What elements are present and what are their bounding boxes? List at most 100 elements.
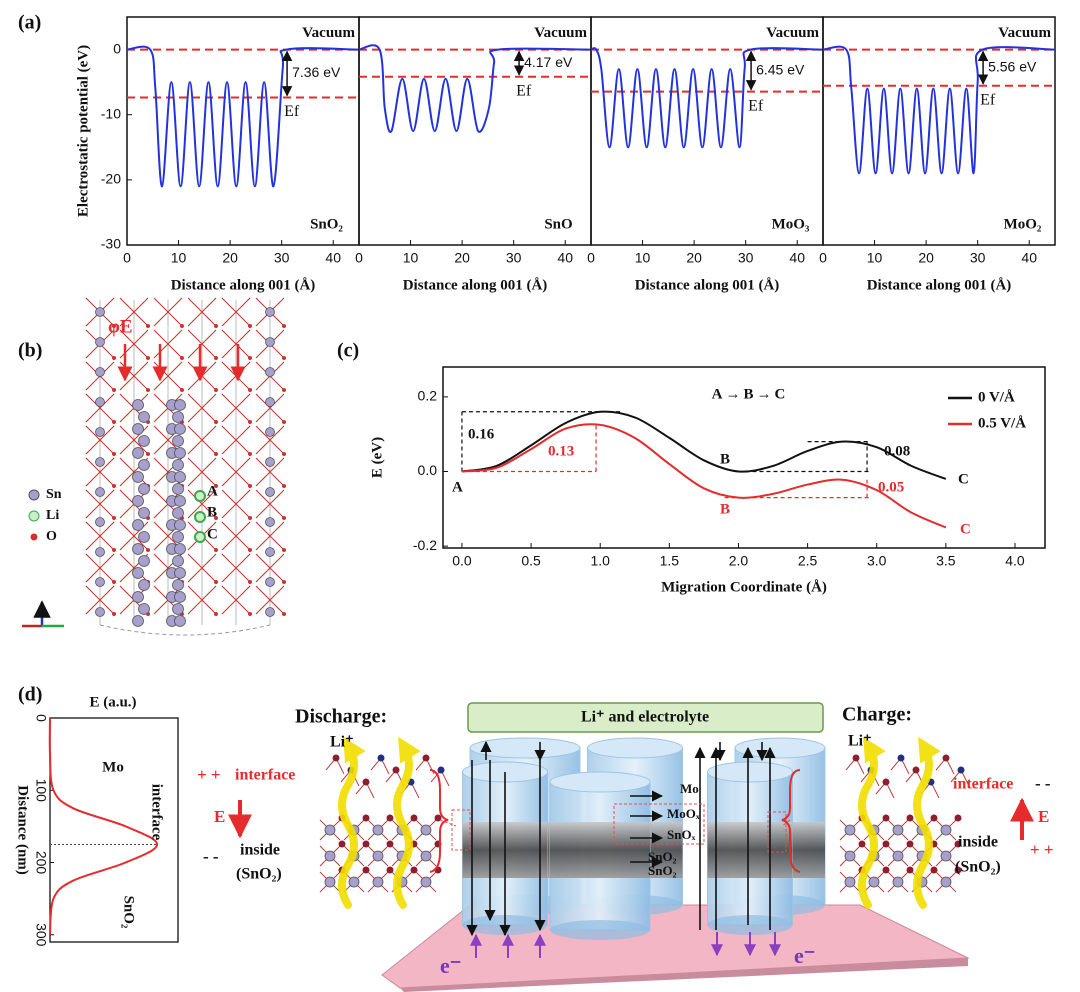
legend-label: Li xyxy=(46,508,59,523)
tin xyxy=(265,547,275,557)
x-axis-label: Distance along 001 (Å) xyxy=(171,277,316,293)
tin xyxy=(138,459,150,471)
x-tick-label: 30 xyxy=(738,250,754,266)
inside-label: inside xyxy=(240,842,280,859)
bond xyxy=(221,489,251,519)
tin xyxy=(95,607,105,617)
bond xyxy=(153,297,183,327)
tin xyxy=(174,399,186,411)
highlight-box xyxy=(451,809,471,851)
point-label: C xyxy=(958,471,969,487)
x-tick-label: 40 xyxy=(789,250,805,266)
oxygen xyxy=(282,452,286,456)
tin xyxy=(940,824,952,836)
barrier-label: 0.05 xyxy=(878,479,904,495)
oxygen xyxy=(112,516,116,520)
bond xyxy=(187,425,217,455)
legend-label: 0.5 V/Å xyxy=(978,415,1026,431)
tin xyxy=(172,483,184,495)
y-tick-label: 300 xyxy=(33,923,49,947)
tin xyxy=(174,543,186,555)
x-axis-label: Distance along 001 (Å) xyxy=(403,277,548,293)
charge-sign: - - xyxy=(203,847,219,866)
barrier-label: 0.08 xyxy=(884,443,910,459)
rod-top xyxy=(707,761,793,783)
highlight-box xyxy=(613,803,705,845)
bond xyxy=(187,297,217,327)
oxygen xyxy=(112,484,116,488)
oxygen xyxy=(112,356,116,360)
x-tick-label: 10 xyxy=(171,250,187,266)
tin xyxy=(844,824,856,836)
oxygen xyxy=(214,484,218,488)
field-arrows xyxy=(117,344,246,382)
bond xyxy=(221,521,251,551)
oxygen xyxy=(410,814,418,822)
bond xyxy=(255,521,285,551)
y-tick-label: 200 xyxy=(33,851,49,875)
tin xyxy=(372,850,384,862)
bond xyxy=(153,329,183,359)
tin xyxy=(265,457,275,467)
material-label: MoO₃ xyxy=(772,216,810,232)
oxygen xyxy=(386,840,394,848)
rod-band xyxy=(707,822,793,878)
tin xyxy=(265,307,275,317)
oxygen xyxy=(112,548,116,552)
field-label: E xyxy=(214,807,225,826)
plot-frame xyxy=(49,717,179,943)
tin xyxy=(174,495,186,507)
inside-material: (SnO₂) xyxy=(955,859,1001,876)
fermi-label: Ef xyxy=(748,97,764,114)
electrolyte-box xyxy=(467,702,824,733)
oxygen xyxy=(214,516,218,520)
x-tick-label: 2.5 xyxy=(798,553,818,569)
tin xyxy=(892,876,904,888)
oxygen xyxy=(146,324,150,328)
vacuum-label: Vacuum xyxy=(998,25,1051,41)
tin xyxy=(132,423,144,435)
bracket xyxy=(429,769,449,873)
li-path xyxy=(393,736,421,909)
y-tick-label: 100 xyxy=(33,779,49,803)
tin xyxy=(420,824,432,836)
electrolyte-label: Li⁺ and electrolyte xyxy=(581,709,709,726)
interface-label: interface xyxy=(235,767,295,784)
atom xyxy=(437,766,445,774)
y-axis-label: E (eV) xyxy=(369,437,385,478)
rod-band xyxy=(550,822,650,878)
oxygen xyxy=(248,388,252,392)
atom xyxy=(912,766,920,774)
tin xyxy=(95,517,105,527)
tin xyxy=(132,471,144,483)
site-label: B xyxy=(207,504,217,520)
bond xyxy=(85,521,115,551)
oxygen xyxy=(248,516,252,520)
bond xyxy=(187,457,217,487)
li-path xyxy=(913,736,941,909)
oxygen xyxy=(214,324,218,328)
legend-swatch xyxy=(28,510,40,522)
bond xyxy=(187,585,217,615)
oxygen xyxy=(112,612,116,616)
tin xyxy=(132,447,144,459)
charge-sign: + + xyxy=(1030,840,1054,859)
tin xyxy=(138,531,150,543)
x-tick-label: 20 xyxy=(918,250,934,266)
oxygen xyxy=(180,388,184,392)
legend-label: Sn xyxy=(46,487,62,502)
plot-frame xyxy=(442,366,1046,549)
y-tick-label: -10 xyxy=(101,105,121,121)
oxygen xyxy=(434,814,442,822)
axes-icon xyxy=(22,600,64,628)
oxygen xyxy=(214,452,218,456)
point-label: B xyxy=(720,451,730,467)
tin xyxy=(420,850,432,862)
oxygen xyxy=(248,324,252,328)
tin xyxy=(265,427,275,437)
bond xyxy=(221,425,251,455)
atom xyxy=(392,766,400,774)
ion-label: Li⁺ xyxy=(848,733,872,750)
